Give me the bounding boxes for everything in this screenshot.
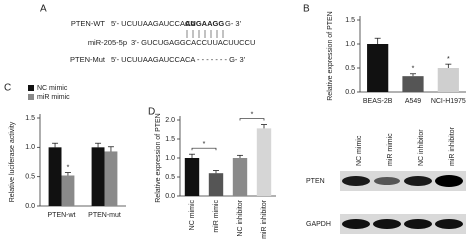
y-tick-label: 1.0 [25,144,35,151]
bar [402,76,424,92]
y-tick-label: 1.5 [345,17,355,24]
western-blot [340,171,466,234]
y-tick-label: 0.0 [345,89,355,96]
significance: * [251,111,254,118]
blot-strip [340,214,466,234]
band [374,177,400,185]
bar [256,128,272,196]
pairing-lines [186,30,224,38]
y-tick-label: 1.5 [165,136,175,143]
bar [208,173,224,196]
x-tick-label: NCI-H1975 [431,98,466,105]
band [404,219,432,229]
x-tick-label: NC inhibitor [237,199,244,236]
bar [367,44,389,92]
column-label: miR mimic [387,133,394,166]
sequence: 3'- GUCUGAGGCACCUUACUUCCU [131,38,255,47]
y-axis-label: Relative luciferase activity [9,121,16,202]
significance: * [447,56,450,63]
significance: * [412,66,415,73]
x-tick-label: BEAS-2B [363,98,393,105]
y-tick-label: 1.0 [345,41,355,48]
x-tick-label: PTEN-wt [48,212,76,219]
band [435,219,463,229]
y-tick-label: 0.5 [25,174,35,181]
significance: * [67,164,70,171]
bar [437,68,459,92]
panel-label: D [148,107,155,118]
band [342,219,370,229]
blot-strip [340,171,466,191]
sequence: 5'- UCUUAAGAUCCACA [111,19,195,28]
bar [104,151,118,206]
row-name: miR-205-5p [88,38,127,47]
legend-label: NC mimic [37,85,68,92]
x-tick-label: miR mimic [213,200,220,233]
bar [48,147,62,206]
panel-label: C [4,83,11,94]
panel-label: A [40,4,47,15]
y-tick-label: 0.0 [25,203,35,210]
band [435,175,463,187]
band [404,176,432,186]
row-label: GAPDH [306,221,331,228]
panel-label: B [303,4,310,15]
y-tick-label: 2.0 [165,117,175,124]
legend-label: miR mimic [37,94,70,101]
y-axis-label: Relative expression of PTEN [327,11,334,100]
x-tick-label: PTEN-mut [88,212,121,219]
row-name: PTEN-Mut [70,55,106,64]
y-tick-label: 0.0 [165,193,175,200]
sequence: 5'- UCUUAAGAUCCACA - - - - - - - G- 3' [111,55,246,64]
band [342,176,370,186]
band [373,219,401,229]
x-tick-label: A549 [405,98,421,105]
significance-bracket [191,147,217,151]
bar [61,175,75,206]
y-tick-label: 1.5 [25,115,35,122]
bar [91,147,105,206]
panel-a: A PTEN-WT 5'- UCUUAAGAUCCACA AUGAAGG G- … [40,4,255,64]
column-label: NC mimic [356,135,363,166]
y-axis-label: Relative expression of PTEN [155,113,162,202]
legend-swatch [28,85,34,91]
significance-bracket [239,118,265,121]
sequence-seed: AUGAAGG [185,19,224,28]
row-name: PTEN-WT [71,19,106,28]
y-tick-label: 0.5 [165,174,175,181]
column-label: NC inhibitor [418,129,425,166]
sequence: G- 3' [225,19,242,28]
column-label: miR inhibitor [449,126,456,166]
x-tick-label: NC mimic [189,200,196,231]
x-tick-label: miR inhibitor [261,199,268,239]
y-tick-label: 0.5 [345,65,355,72]
y-tick-label: 1.0 [165,155,175,162]
significance: * [203,141,206,148]
row-label: PTEN [306,178,325,185]
legend-swatch [28,94,34,100]
bar [232,158,248,196]
bar [184,158,200,196]
